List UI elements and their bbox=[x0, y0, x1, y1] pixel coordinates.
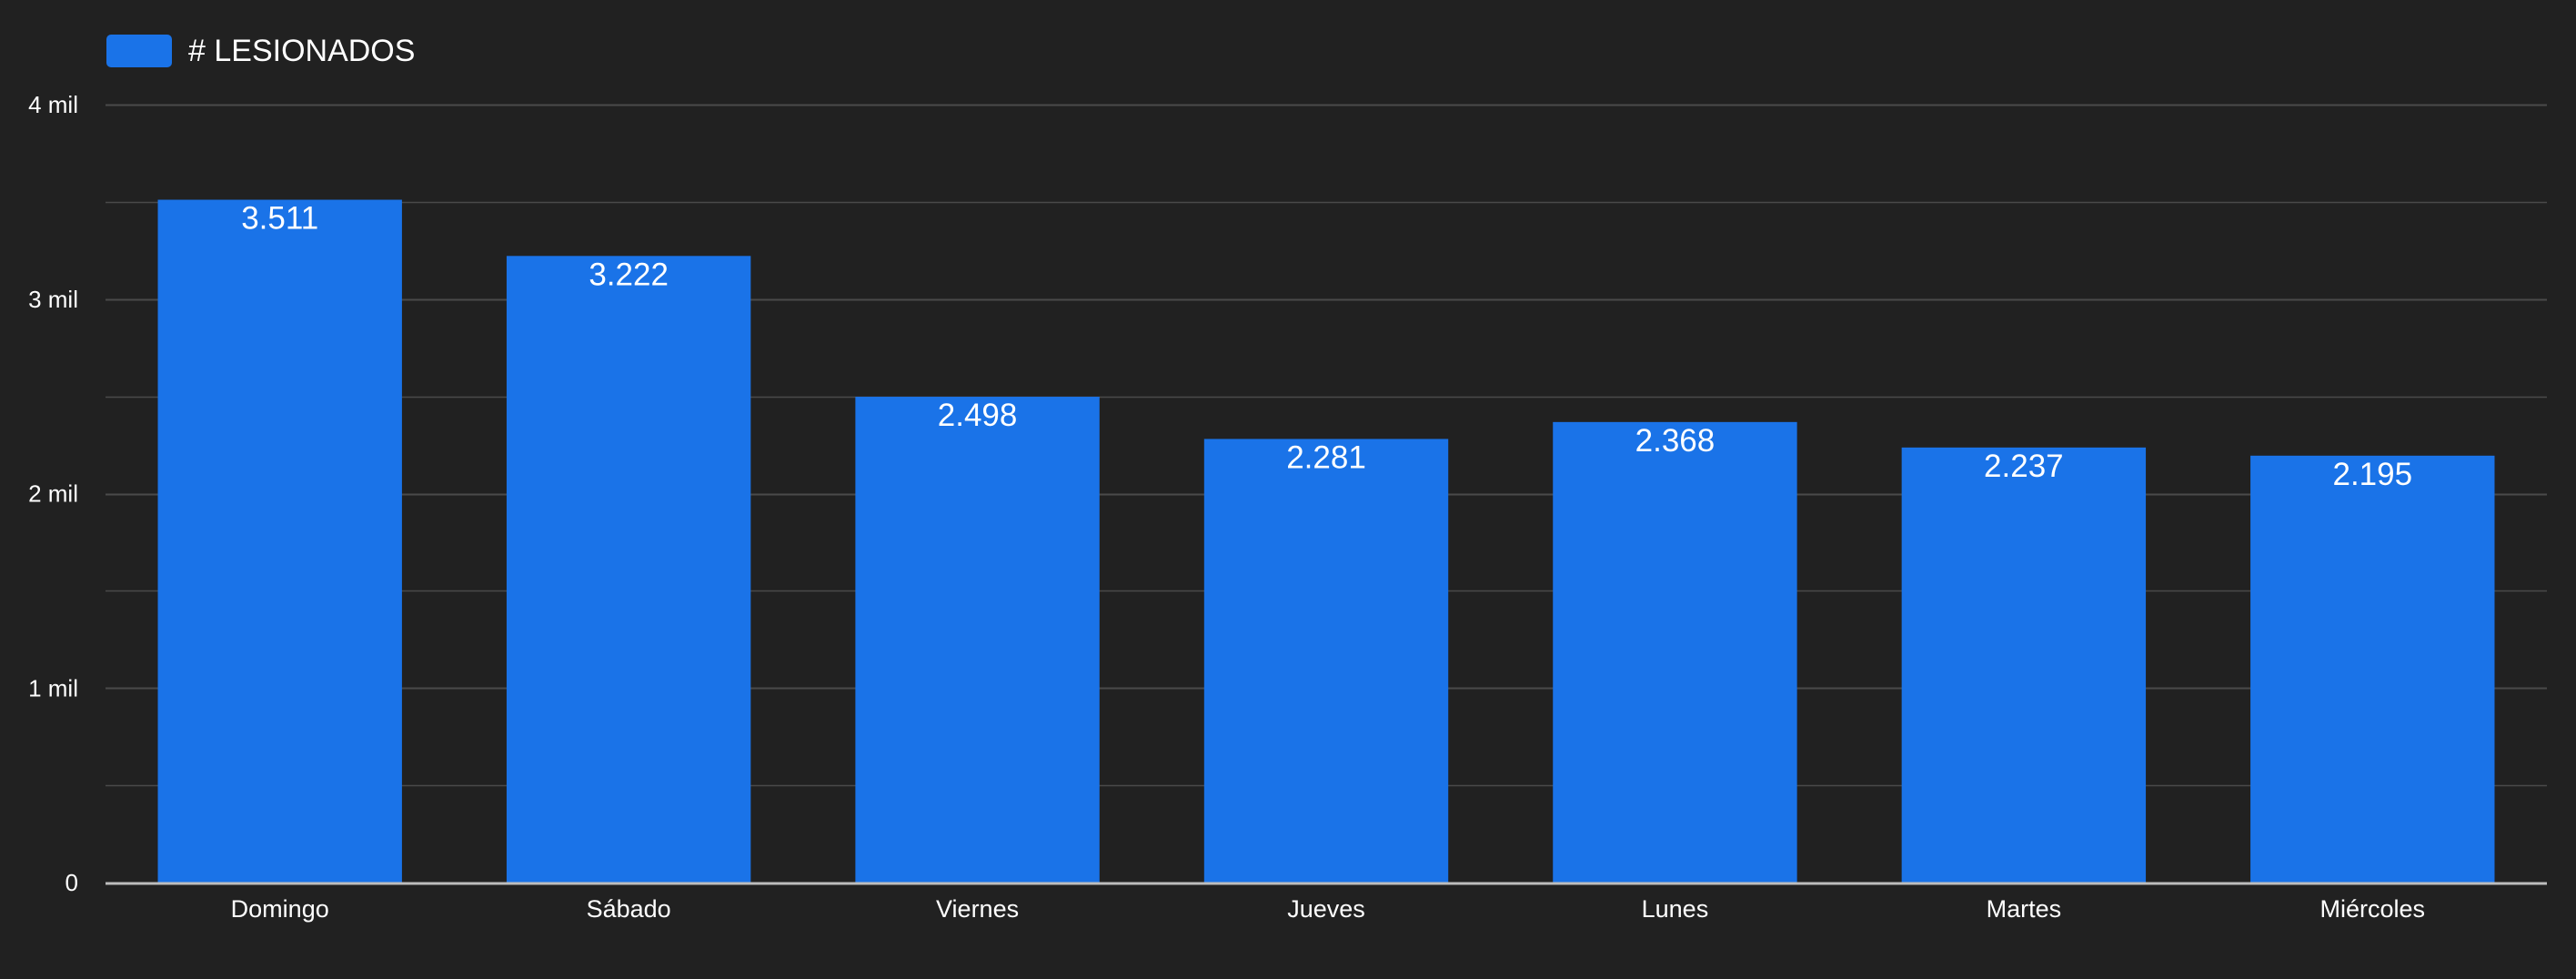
legend-label: # LESIONADOS bbox=[188, 34, 415, 68]
y-tick-label: 2 mil bbox=[28, 480, 78, 508]
data-label: 2.281 bbox=[1286, 439, 1366, 475]
bar[interactable] bbox=[1901, 447, 2147, 883]
x-axis-labels: Domingo Sábado Viernes Jueves Lunes Martes Mié… bbox=[231, 895, 2425, 923]
bar[interactable] bbox=[855, 397, 1100, 883]
legend[interactable]: # LESIONADOS bbox=[106, 34, 415, 68]
data-label: 3.222 bbox=[589, 257, 669, 292]
data-label: 2.498 bbox=[938, 398, 1018, 433]
x-tick-label: Lunes bbox=[1642, 895, 1709, 923]
bar[interactable] bbox=[1203, 439, 1449, 883]
data-label: 3.511 bbox=[241, 201, 318, 237]
y-axis-labels: 0 1 mil 2 mil 3 mil 4 mil bbox=[28, 91, 78, 896]
y-tick-label: 3 mil bbox=[28, 286, 78, 313]
y-tick-label: 1 mil bbox=[28, 674, 78, 701]
legend-swatch bbox=[106, 35, 172, 67]
bars bbox=[157, 199, 2495, 883]
x-tick-label: Jueves bbox=[1287, 895, 1365, 923]
x-tick-label: Martes bbox=[1987, 895, 2062, 923]
bar[interactable] bbox=[2250, 455, 2495, 883]
y-tick-label: 0 bbox=[65, 869, 78, 896]
data-label: 2.368 bbox=[1635, 423, 1716, 459]
y-tick-label: 4 mil bbox=[28, 91, 78, 118]
bar[interactable] bbox=[1553, 421, 1797, 883]
x-tick-label: Viernes bbox=[936, 895, 1019, 923]
bar[interactable] bbox=[157, 199, 402, 883]
x-tick-label: Sábado bbox=[587, 895, 671, 923]
x-tick-label: Miércoles bbox=[2320, 895, 2426, 923]
data-label: 2.237 bbox=[1984, 449, 2064, 484]
x-tick-label: Domingo bbox=[231, 895, 329, 923]
data-label: 2.195 bbox=[2332, 457, 2412, 492]
data-labels: 3.511 3.222 2.498 2.281 2.368 2.237 2.195 bbox=[241, 201, 2412, 492]
bar[interactable] bbox=[506, 256, 751, 883]
